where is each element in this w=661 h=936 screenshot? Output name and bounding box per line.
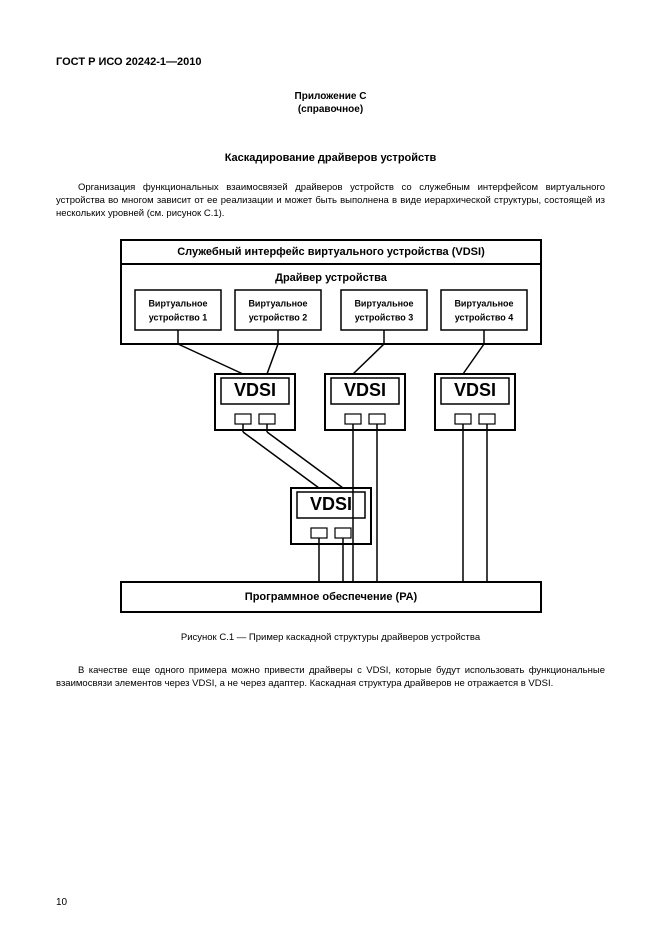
figure-c1: Служебный интерфейс виртуального устройс… [56, 234, 605, 618]
svg-text:Виртуальное: Виртуальное [354, 299, 413, 309]
svg-text:VDSI: VDSI [309, 494, 351, 514]
svg-text:устройство 4: устройство 4 [454, 313, 513, 323]
page: ГОСТ Р ИСО 20242-1—2010 Приложение С (сп… [0, 0, 661, 936]
svg-text:VDSI: VDSI [453, 380, 495, 400]
annex-title: Приложение С [56, 90, 605, 103]
svg-text:Служебный интерфейс виртуально: Служебный интерфейс виртуального устройс… [177, 246, 485, 258]
annex-subtitle: (справочное) [56, 103, 605, 116]
svg-text:Виртуальное: Виртуальное [248, 299, 307, 309]
page-number: 10 [56, 897, 67, 908]
svg-text:Виртуальное: Виртуальное [454, 299, 513, 309]
figure-caption: Рисунок С.1 — Пример каскадной структуры… [56, 632, 605, 643]
svg-text:устройство 1: устройство 1 [148, 313, 207, 323]
svg-text:Драйвер устройства: Драйвер устройства [275, 272, 388, 284]
svg-text:устройство 3: устройство 3 [354, 313, 413, 323]
section-title: Каскадирование драйверов устройств [56, 152, 605, 164]
svg-text:VDSI: VDSI [233, 380, 275, 400]
svg-text:Программное обеспечение (РА): Программное обеспечение (РА) [244, 591, 417, 603]
svg-text:устройство 2: устройство 2 [248, 313, 307, 323]
diagram-svg: Служебный интерфейс виртуального устройс… [95, 234, 567, 618]
paragraph-1: Организация функциональных взаимосвязей … [56, 182, 605, 220]
paragraph-2: В качестве еще одного примера можно прив… [56, 665, 605, 691]
svg-text:VDSI: VDSI [343, 380, 385, 400]
svg-text:Виртуальное: Виртуальное [148, 299, 207, 309]
document-id: ГОСТ Р ИСО 20242-1—2010 [56, 56, 605, 68]
